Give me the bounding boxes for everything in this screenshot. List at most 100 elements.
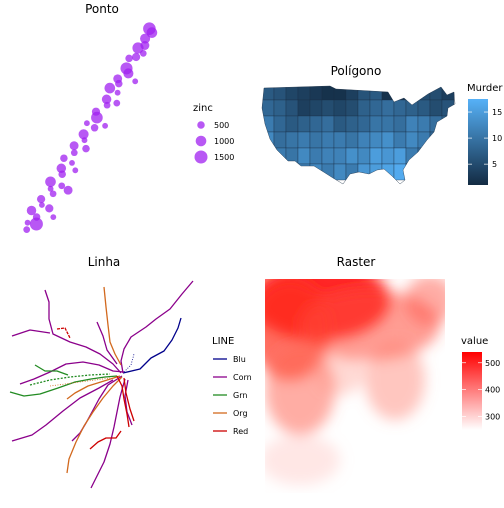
state-tile — [309, 99, 323, 117]
ponto-points — [23, 22, 158, 233]
state-tile — [417, 163, 431, 181]
ponto-point — [36, 194, 46, 204]
state-tile — [321, 147, 335, 165]
state-tile — [357, 115, 371, 133]
state-tile — [285, 86, 299, 101]
state-tile — [285, 131, 299, 149]
state-tile — [273, 115, 287, 133]
state-tile — [369, 86, 383, 101]
state-tile — [333, 115, 347, 133]
ponto-point — [56, 163, 67, 174]
state-tile — [393, 99, 407, 117]
ponto-point — [132, 42, 144, 54]
state-tile — [321, 131, 335, 149]
ponto-point — [23, 226, 31, 233]
ponto-point — [49, 190, 57, 198]
state-tile — [417, 115, 431, 133]
state-tile — [333, 163, 347, 181]
state-tile — [297, 115, 311, 133]
state-tile — [369, 115, 383, 133]
ponto-point — [139, 50, 147, 57]
line-corn-2 — [11, 329, 51, 337]
state-tile — [345, 115, 359, 133]
ponto-point — [78, 129, 89, 140]
value-tick-label: 400 — [485, 386, 500, 395]
linha-legend: Blu Corn Grn Org Red — [213, 355, 252, 436]
state-tile — [381, 147, 395, 165]
state-tile — [297, 163, 311, 181]
murder-tick-label: 15 — [492, 108, 502, 117]
line-corn-6 — [11, 379, 114, 442]
state-tile — [405, 131, 419, 149]
ponto-point — [101, 94, 112, 105]
line-grn-2 — [29, 373, 111, 386]
state-tile — [345, 86, 359, 101]
state-tile — [369, 99, 383, 117]
state-tile — [369, 163, 383, 181]
state-tile — [262, 131, 275, 149]
state-tile — [381, 115, 395, 133]
ponto-point — [104, 82, 116, 94]
ponto-point — [24, 219, 31, 226]
ponto-point — [72, 167, 79, 174]
state-tile — [273, 131, 287, 149]
ponto-point — [125, 54, 133, 63]
state-tile — [262, 163, 275, 181]
state-tile — [333, 131, 347, 149]
ponto-point — [132, 78, 139, 85]
ponto-point — [50, 214, 57, 221]
linha-legend-title: LINE — [212, 336, 234, 347]
state-tile — [441, 147, 455, 165]
ponto-legend-key — [194, 150, 208, 164]
ponto-point — [82, 144, 90, 153]
state-tile — [369, 147, 383, 165]
line-corn-4 — [96, 321, 118, 365]
value-colorbar-ticks: 300 400 500 — [462, 359, 500, 422]
state-tile — [393, 163, 407, 181]
state-tile — [357, 131, 371, 149]
state-tile — [405, 86, 419, 101]
state-tile — [381, 131, 395, 149]
state-tile — [297, 99, 311, 117]
murder-tick-label: 5 — [492, 160, 497, 169]
state-tile — [369, 131, 383, 149]
state-tile — [429, 163, 443, 181]
state-tile — [441, 115, 455, 133]
linha-lines — [9, 280, 194, 489]
state-tile — [273, 147, 287, 165]
linha-legend-label: Blu — [233, 355, 246, 364]
state-tile — [405, 99, 419, 117]
linha-legend-label: Corn — [233, 373, 252, 382]
raster-title: Raster — [337, 255, 376, 269]
line-blu-1 — [122, 317, 182, 374]
ponto-point — [70, 149, 78, 157]
line-corn-1 — [44, 289, 122, 374]
ponto-point — [146, 27, 158, 38]
line-red-2 — [123, 377, 135, 422]
ponto-point — [47, 185, 54, 192]
value-tick-label: 300 — [485, 413, 500, 422]
ponto-point — [69, 159, 75, 166]
ponto-legend-key — [195, 135, 207, 147]
ponto-legend-label: 500 — [214, 121, 229, 130]
ponto-point — [69, 141, 79, 151]
line-corn-5 — [71, 375, 123, 442]
ponto-legend-key — [197, 121, 205, 129]
linha-legend-label: Red — [233, 427, 248, 436]
state-tile — [262, 147, 275, 165]
value-colorbar — [462, 352, 482, 430]
ponto-point — [81, 137, 88, 144]
linha-title: Linha — [88, 255, 121, 269]
raster-image — [265, 279, 445, 493]
state-tile — [417, 99, 431, 117]
state-tile — [273, 86, 287, 101]
state-tile — [285, 99, 299, 117]
line-corn-8 — [124, 379, 133, 426]
state-tile — [297, 147, 311, 165]
state-tile — [441, 131, 455, 149]
state-tile — [393, 115, 407, 133]
state-tile — [333, 147, 347, 165]
state-tile — [441, 163, 455, 181]
